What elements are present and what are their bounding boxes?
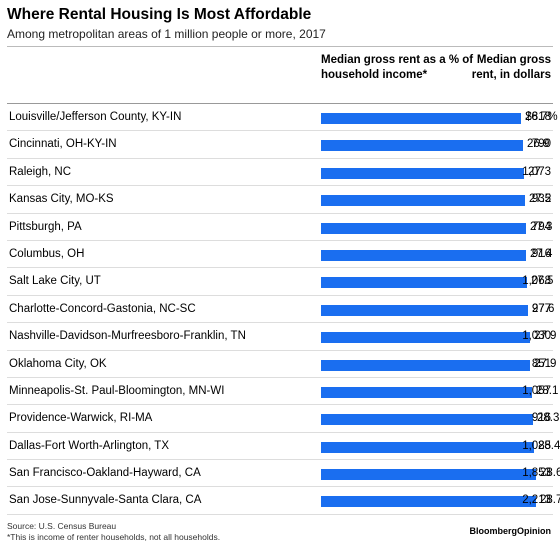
table-body: Louisville/Jefferson County, KY-IN 26.7% $… (7, 104, 560, 515)
rent-value: 1,073 (522, 165, 551, 178)
table-row: Minneapolis-St. Paul-Bloomington, MN-WI 2… (7, 378, 558, 406)
pct-bar (321, 469, 536, 481)
metro-name: Cincinnati, OH-KY-IN (9, 138, 117, 151)
rent-value: $818 (525, 111, 551, 123)
pct-label: 27.5 (531, 275, 554, 288)
table-row: Dallas-Fort Worth-Arlington, TX 28.4 1,085 (7, 433, 560, 461)
pct-label: 28.7 (540, 494, 560, 507)
rent-value: 790 (531, 138, 551, 151)
metro-name: Louisville/Jefferson County, KY-IN (9, 111, 182, 123)
column-header-rent: Median gross rent, in dollars (471, 54, 551, 81)
metro-name: San Jose-Sunnyvale-Santa Clara, CA (9, 494, 202, 507)
rent-value: 1,068 (522, 275, 551, 288)
chart-subtitle: Among metropolitan areas of 1 million pe… (7, 27, 326, 41)
table-row: Charlotte-Concord-Gastonia, NC-SC 27.6 977 (7, 296, 555, 324)
pct-label: 27.3 (530, 220, 553, 233)
pct-bar (321, 277, 527, 289)
table-row: Cincinnati, OH-KY-IN 26.9 790 (7, 131, 553, 159)
pct-label: 28.6 (540, 467, 560, 480)
metro-name: Salt Lake City, UT (9, 275, 101, 288)
pct-bar (321, 140, 523, 152)
pct-bar (321, 249, 526, 261)
pct-label: 27.4 (530, 247, 553, 260)
pct-bar (321, 441, 534, 453)
chart-title: Where Rental Housing Is Most Affordable (7, 6, 312, 23)
table-row: Salt Lake City, UT 27.5 1,068 (7, 268, 554, 296)
pct-label: 28.1 (536, 384, 559, 397)
pct-label: 26.9 (527, 138, 550, 151)
pct-label: 27.2 (529, 193, 552, 206)
metro-name: Dallas-Fort Worth-Arlington, TX (9, 439, 169, 452)
pct-bar (321, 222, 526, 234)
rent-value: 1,030 (522, 330, 551, 343)
metro-name: Providence-Warwick, RI-MA (9, 412, 153, 425)
rent-value: 1,853 (522, 467, 551, 480)
pct-bar (321, 386, 532, 398)
header-divider (7, 103, 553, 104)
pct-bar (321, 304, 528, 316)
table-row: San Jose-Sunnyvale-Santa Clara, CA 28.7 2,… (7, 487, 560, 515)
metro-name: Oklahoma City, OK (9, 357, 107, 370)
top-divider (7, 46, 553, 47)
table-row: San Francisco-Oakland-Hayward, CA 28.6 1,8… (7, 460, 560, 488)
table-row: Columbus, OH 27.4 916 (7, 241, 553, 269)
pct-bar (321, 359, 530, 371)
pct-label: 27.9 (534, 330, 557, 343)
metro-name: Pittsburgh, PA (9, 220, 82, 233)
table-row: Kansas City, MO-KS 27.2 935 (7, 186, 553, 214)
source-note: Source: U.S. Census Bureau (7, 521, 117, 531)
rent-value: 1,085 (522, 439, 551, 452)
rent-value: 935 (531, 193, 551, 206)
column-header-pct: Median gross rent as a % of household in… (321, 54, 474, 81)
table-row: Louisville/Jefferson County, KY-IN 26.7% $… (7, 104, 558, 132)
table-row: Raleigh, NC 27 1,073 (7, 159, 553, 187)
rent-value: 794 (531, 220, 551, 233)
metro-name: San Francisco-Oakland-Hayward, CA (9, 467, 201, 480)
rent-value: 1,057 (522, 384, 551, 397)
metro-name: Kansas City, MO-KS (9, 193, 114, 206)
rent-value: 916 (531, 412, 551, 425)
rent-value: 977 (531, 302, 551, 315)
metro-name: Nashville-Davidson-Murfreesboro-Franklin… (9, 330, 246, 343)
brand-logo: BloombergOpinion (469, 526, 552, 536)
table-row: Pittsburgh, PA 27.3 794 (7, 214, 553, 241)
pct-label: 27 (528, 165, 541, 178)
rent-value: 851 (531, 357, 551, 370)
rent-value: 916 (531, 247, 551, 260)
pct-label: 28.4 (538, 439, 560, 452)
metro-name: Minneapolis-St. Paul-Bloomington, MN-WI (9, 384, 225, 397)
pct-bar (321, 195, 525, 207)
pct-bar (321, 496, 536, 508)
table-row: Nashville-Davidson-Murfreesboro-Franklin… (7, 323, 557, 351)
rent-value: 2,213 (522, 494, 551, 507)
pct-bar (321, 414, 533, 426)
pct-bar (321, 332, 530, 344)
pct-label: 27.9 (534, 357, 557, 370)
metro-name: Columbus, OH (9, 247, 85, 260)
pct-bar (321, 167, 524, 179)
pct-bar (321, 113, 521, 124)
metro-name: Raleigh, NC (9, 165, 71, 178)
metro-name: Charlotte-Concord-Gastonia, NC-SC (9, 302, 196, 315)
table-row: Providence-Warwick, RI-MA 28.3 916 (7, 405, 559, 433)
footnote: *This is income of renter households, no… (7, 532, 221, 542)
pct-label: 27.6 (532, 302, 555, 315)
table-row: Oklahoma City, OK 27.9 851 (7, 351, 557, 378)
pct-label: 28.3 (537, 412, 560, 425)
pct-label: 26.7% (525, 111, 558, 123)
